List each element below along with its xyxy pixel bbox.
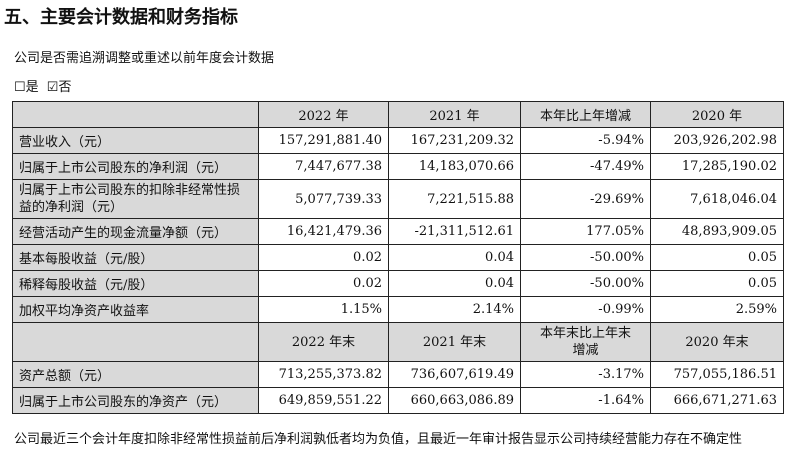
cell-value: 0.05 xyxy=(650,270,784,297)
cell-value: 0.02 xyxy=(258,244,389,271)
cell-value: -21,311,512.61 xyxy=(388,218,521,245)
cell-value: 16,421,479.36 xyxy=(258,218,389,245)
restatement-options: ☐是 ☑否 xyxy=(14,76,71,95)
cell-value: 666,671,271.63 xyxy=(650,387,784,414)
row-label: 经营活动产生的现金流量净额（元） xyxy=(12,218,259,245)
cell-value: 5,077,739.33 xyxy=(258,179,389,219)
column-header: 2022 年 xyxy=(258,101,389,128)
cell-value: 48,893,909.05 xyxy=(650,218,784,245)
cell-value: 0.04 xyxy=(388,270,521,297)
cell-value: 157,291,881.40 xyxy=(258,127,389,154)
row-label: 资产总额（元） xyxy=(12,361,259,388)
row-label: 加权平均净资产收益率 xyxy=(12,296,259,323)
table-row: 归属于上市公司股东的净利润（元） 7,447,677.38 14,183,070.6… xyxy=(12,153,784,180)
cell-value: 167,231,209.32 xyxy=(388,127,521,154)
header-row: 2022 年末 2021 年末 本年末比上年末增减 2020 年末 xyxy=(12,322,784,362)
column-header: 本年末比上年末增减 xyxy=(520,322,651,362)
table-row: 经营活动产生的现金流量净额（元） 16,421,479.36 -21,311,512… xyxy=(12,218,784,245)
table-row: 营业收入（元） 157,291,881.40 167,231,209.32 -5.94… xyxy=(12,127,784,154)
cell-value: 7,618,046.04 xyxy=(650,179,784,219)
cell-value: 7,447,677.38 xyxy=(258,153,389,180)
cell-value: 7,221,515.88 xyxy=(388,179,521,219)
cell-value: 0.02 xyxy=(258,270,389,297)
column-header: 2021 年 xyxy=(388,101,521,128)
option-yes: ☐是 xyxy=(14,80,39,95)
financial-data-table: 2022 年 2021 年本年比上年增减 2020 年营业收入（元） 157,291,… xyxy=(12,101,784,414)
row-label: 营业收入（元） xyxy=(12,127,259,154)
row-label: 归属于上市公司股东的扣除非经常性损益的净利润（元） xyxy=(12,179,259,219)
column-header xyxy=(12,101,259,128)
column-header xyxy=(12,322,259,362)
cell-value: 660,663,086.89 xyxy=(388,387,521,414)
row-label: 归属于上市公司股东的净利润（元） xyxy=(12,153,259,180)
cell-value: -5.94% xyxy=(520,127,651,154)
cell-value: -3.17% xyxy=(520,361,651,388)
cell-value: -1.64% xyxy=(520,387,651,414)
table-row: 资产总额（元） 713,255,373.82 736,607,619.49 -3.17… xyxy=(12,361,784,388)
option-no: ☑否 xyxy=(46,80,72,95)
cell-value: 17,285,190.02 xyxy=(650,153,784,180)
cell-value: -47.49% xyxy=(520,153,651,180)
cell-value: 757,055,186.51 xyxy=(650,361,784,388)
column-header: 2020 年末 xyxy=(650,322,784,362)
table-row: 归属于上市公司股东的净资产（元） 649,859,551.22 660,663,08… xyxy=(12,387,784,414)
cell-value: 736,607,619.49 xyxy=(388,361,521,388)
cell-value: 0.05 xyxy=(650,244,784,271)
column-header: 2022 年末 xyxy=(258,322,389,362)
table-row: 归属于上市公司股东的扣除非经常性损益的净利润（元） 5,077,739.33 7,2… xyxy=(12,179,784,219)
cell-value: 177.05% xyxy=(520,218,651,245)
cell-value: 649,859,551.22 xyxy=(258,387,389,414)
restatement-question: 公司是否需追溯调整或重述以前年度会计数据 xyxy=(14,51,275,66)
column-header: 本年比上年增减 xyxy=(520,101,651,128)
row-label: 基本每股收益（元/股） xyxy=(12,244,259,271)
cell-value: 2.14% xyxy=(388,296,521,323)
table-row: 基本每股收益（元/股） 0.02 0.04 -50.00% 0.05 xyxy=(12,244,784,271)
footnote: 公司最近三个会计年度扣除非经常性损益前后净利润孰低者均为负值，且最近一年审计报告… xyxy=(14,432,743,447)
cell-value: 14,183,070.66 xyxy=(388,153,521,180)
cell-value: 203,926,202.98 xyxy=(650,127,784,154)
cell-value: 2.59% xyxy=(650,296,784,323)
cell-value: 713,255,373.82 xyxy=(258,361,389,388)
cell-value: -50.00% xyxy=(520,244,651,271)
row-label: 归属于上市公司股东的净资产（元） xyxy=(12,387,259,414)
cell-value: -0.99% xyxy=(520,296,651,323)
cell-value: 1.15% xyxy=(258,296,389,323)
column-header: 2021 年末 xyxy=(388,322,521,362)
table-row: 加权平均净资产收益率 1.15% 2.14% -0.99% 2.59% xyxy=(12,296,784,323)
cell-value: -50.00% xyxy=(520,270,651,297)
section-title: 五、主要会计数据和财务指标 xyxy=(4,7,238,28)
cell-value: -29.69% xyxy=(520,179,651,219)
row-label: 稀释每股收益（元/股） xyxy=(12,270,259,297)
cell-value: 0.04 xyxy=(388,244,521,271)
header-row: 2022 年 2021 年本年比上年增减 2020 年 xyxy=(12,101,784,128)
table-row: 稀释每股收益（元/股） 0.02 0.04 -50.00% 0.05 xyxy=(12,270,784,297)
column-header: 2020 年 xyxy=(650,101,784,128)
